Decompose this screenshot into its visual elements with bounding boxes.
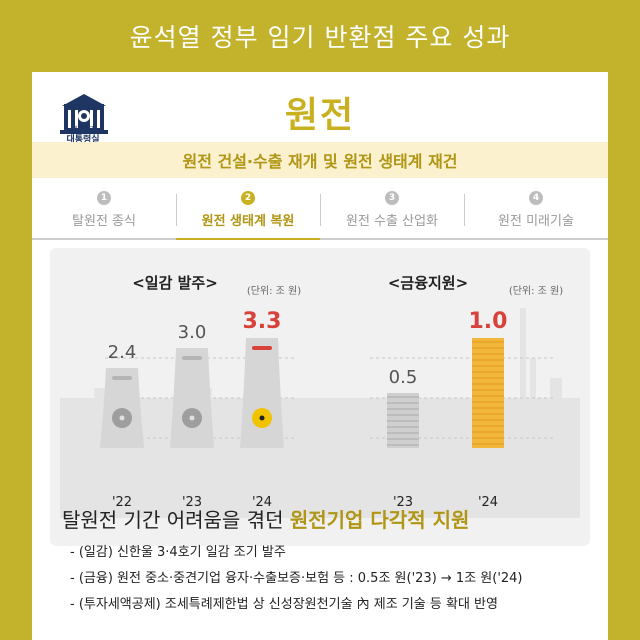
- step-3: 3 원전 수출 산업화: [320, 184, 464, 236]
- step-active-underline: [176, 238, 320, 240]
- data-label-'22: 2.4: [108, 342, 137, 363]
- step-1-number: 1: [97, 191, 111, 205]
- chart-a-marks: <일감 발주> (단위: 조 원) 2.4 '22 3.0 '23 3.3 '24: [100, 274, 301, 510]
- radiation-icon-center: [259, 415, 265, 421]
- step-4-number: 4: [529, 191, 543, 205]
- step-tabs: 1 탈원전 종식 2 원전 생태계 복원 3 원전 수출 산업화 4 원전 미래…: [32, 184, 608, 236]
- tick-label-'24: '24: [252, 495, 272, 510]
- bar-'23: [170, 348, 214, 448]
- banner-title: 윤석열 정부 임기 반환점 주요 성과: [129, 23, 511, 52]
- logo-text-korea: 대한민국: [71, 126, 95, 133]
- tick-label-'23: '23: [393, 495, 413, 510]
- tower-band-'24: [252, 346, 272, 350]
- chart-panel: <일감 발주> (단위: 조 원) 2.4 '22 3.0 '23 3.3 '24 <금융지원…: [50, 248, 590, 546]
- bar-'24: [472, 338, 504, 448]
- step-1-label: 탈원전 종식: [72, 214, 136, 229]
- step-3-label: 원전 수출 산업화: [346, 214, 438, 229]
- step-1: 1 탈원전 종식: [32, 184, 176, 236]
- data-label-'24: 3.3: [243, 309, 282, 334]
- content-card: 대한민국 대통령실 원전 원전 건설·수출 재개 및 원전 생태계 재건 1 탈…: [32, 72, 608, 640]
- logo-text-office: 대통령실: [66, 135, 100, 145]
- caption-prefix: 탈원전 기간 어려움을 겪던: [62, 508, 290, 532]
- charts-svg: <일감 발주> (단위: 조 원) 2.4 '22 3.0 '23 3.3 '24 <금융지원…: [60, 274, 580, 518]
- tick-label-'22: '22: [112, 495, 132, 510]
- page-subtitle: 원전 건설·수출 재개 및 원전 생태계 재건: [182, 152, 458, 171]
- chart-unit: (단위: 조 원): [509, 284, 563, 297]
- caption: 탈원전 기간 어려움을 겪던 원전기업 다각적 지원: [62, 504, 469, 533]
- bullet-item-2: - (금융) 원전 중소·중견기업 융자·수출보증·보험 등 : 0.5조 원(…: [70, 571, 523, 586]
- caption-highlight: 원전기업 다각적 지원: [289, 508, 470, 532]
- bullet-list: - (일감) 신한울 3·4호기 일감 조기 발주 - (금융) 원전 중소·중…: [70, 540, 600, 618]
- step-4: 4 원전 미래기술: [464, 184, 608, 236]
- step-divider-line: [32, 238, 608, 240]
- chart-unit: (단위: 조 원): [247, 284, 301, 297]
- page-title: 원전: [284, 95, 356, 136]
- step-4-label: 원전 미래기술: [498, 214, 574, 229]
- bullet-item-3: - (투자세액공제) 조세특례제한법 상 신성장원천기술 內 제조 기술 등 확…: [70, 597, 498, 612]
- data-label-'23: 3.0: [178, 322, 207, 343]
- subtitle-bar: 원전 건설·수출 재개 및 원전 생태계 재건: [32, 142, 608, 178]
- tower-band-'23: [182, 356, 202, 360]
- data-label-'23: 0.5: [389, 367, 418, 388]
- chart-b-marks: <금융지원> (단위: 조 원) 0.5 '23 1.0 '24: [387, 274, 563, 510]
- tick-label-'24: '24: [478, 495, 498, 510]
- step-2: 2 원전 생태계 복원: [176, 184, 320, 236]
- bar-'24: [240, 338, 284, 448]
- radiation-icon-center: [189, 415, 195, 421]
- presidential-office-emblem-icon: [60, 94, 108, 134]
- data-label-'24: 1.0: [469, 309, 508, 334]
- tower-band-'22: [112, 376, 132, 380]
- chart-title: <금융지원>: [388, 274, 468, 292]
- radiation-icon-center: [119, 415, 125, 421]
- tick-label-'23: '23: [182, 495, 202, 510]
- bullet-item-1: - (일감) 신한울 3·4호기 일감 조기 발주: [70, 545, 286, 560]
- step-2-number: 2: [241, 191, 255, 205]
- step-3-number: 3: [385, 191, 399, 205]
- step-2-label: 원전 생태계 복원: [201, 214, 295, 229]
- chart-title: <일감 발주>: [132, 274, 218, 292]
